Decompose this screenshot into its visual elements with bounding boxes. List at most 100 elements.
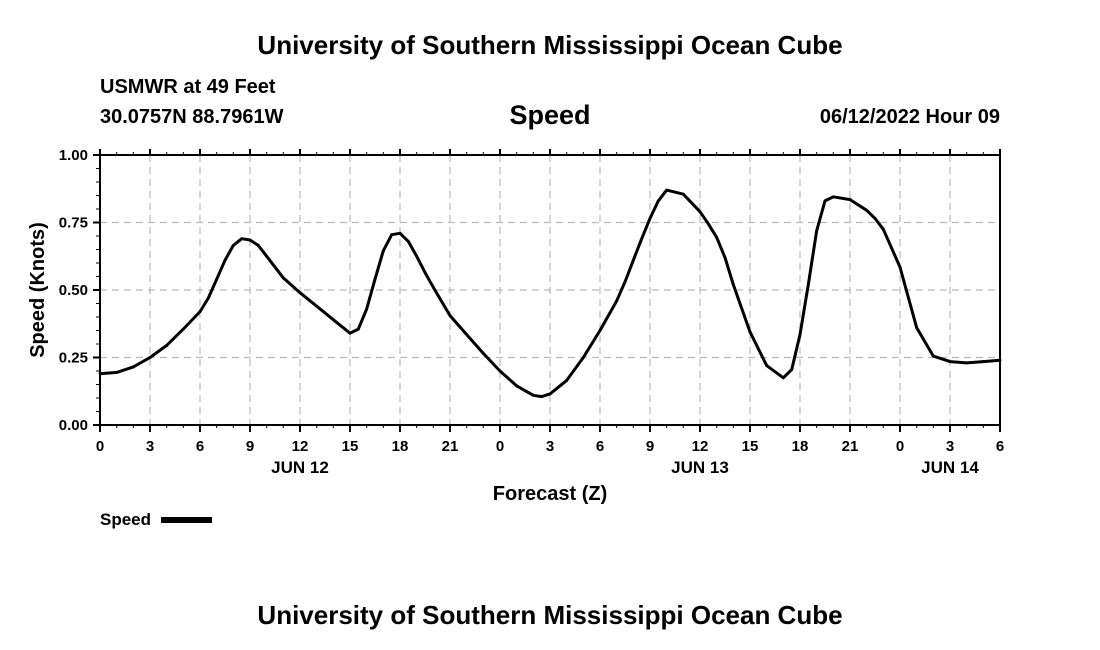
speed-data-point	[806, 283, 810, 286]
y-tick-label: 0.75	[59, 215, 88, 232]
speed-data-point	[790, 368, 794, 372]
speed-data-point	[781, 376, 785, 380]
axis-ticks	[93, 149, 1001, 432]
x-axis-label: Forecast (Z)	[493, 483, 607, 505]
speed-data-point	[398, 231, 402, 235]
station-coordinates: 30.0757N 88.7961W	[100, 106, 284, 128]
legend-label: Speed	[100, 510, 151, 529]
speed-data-point	[706, 222, 710, 226]
speed-data-point	[981, 360, 985, 363]
speed-data-point	[240, 237, 244, 241]
x-tick-label: 0	[96, 438, 104, 455]
speed-data-point	[223, 258, 227, 262]
speed-data-point	[515, 384, 519, 388]
speed-data-point	[365, 307, 369, 311]
speed-data-point	[273, 265, 277, 269]
speed-data-point	[948, 360, 952, 363]
speed-data-point	[215, 277, 219, 281]
speed-data-point	[831, 195, 835, 199]
y-tick-label: 0.00	[59, 417, 88, 434]
speed-data-point	[540, 395, 544, 399]
speed-data-point	[298, 291, 302, 295]
x-tick-label: 18	[392, 438, 409, 455]
main-title: University of Southern Mississippi Ocean…	[257, 30, 843, 60]
date-labels: JUN 12 JUN 13 JUN 14	[271, 458, 979, 477]
speed-data-point	[715, 235, 719, 239]
speed-data-point	[348, 331, 352, 335]
speed-data-point	[881, 227, 885, 231]
speed-data-point	[848, 198, 852, 201]
speed-data-point	[915, 326, 919, 330]
x-tick-label: 18	[792, 438, 809, 455]
speed-data-point	[815, 229, 819, 233]
speed-data-point	[865, 208, 869, 212]
y-tick-labels: 0.00 0.25 0.50 0.75 1.00	[59, 147, 88, 434]
speed-data-point	[873, 217, 877, 220]
speed-data-point	[248, 238, 252, 242]
speed-data-point	[448, 314, 452, 318]
speed-data-point	[623, 280, 627, 284]
x-tick-label: 6	[996, 438, 1004, 455]
date-label: JUN 13	[671, 458, 729, 477]
speed-data-point	[423, 271, 427, 274]
speed-data-point	[723, 256, 727, 259]
speed-data-point	[698, 210, 702, 214]
speed-data-point	[206, 296, 210, 300]
speed-data-point	[531, 393, 535, 397]
x-tick-label: 9	[646, 438, 654, 455]
x-tick-label: 0	[496, 438, 504, 455]
speed-data-point	[615, 299, 619, 303]
speed-data-point	[481, 352, 485, 355]
grid-lines	[100, 154, 1000, 425]
speed-data-point	[665, 188, 669, 192]
speed-data-point	[115, 370, 119, 374]
speed-data-point	[415, 254, 419, 258]
station-label: USMWR at 49 Feet	[100, 76, 276, 98]
speed-data-point	[798, 333, 802, 336]
x-tick-label: 6	[596, 438, 604, 455]
y-axis-label: Speed (Knots)	[27, 222, 49, 358]
speed-data-point	[565, 379, 569, 382]
x-tick-labels: 0 3 6 9 12 15 18 21 0 3 6 9 12 15 18 21 0 3 6	[96, 438, 1004, 455]
x-tick-label: 12	[692, 438, 709, 455]
speed-data-point	[315, 304, 319, 308]
x-tick-label: 0	[896, 438, 904, 455]
speed-data-point	[731, 283, 735, 286]
speed-data-point	[98, 372, 102, 376]
speed-data-point	[965, 361, 969, 365]
y-tick-label: 1.00	[59, 147, 88, 164]
speed-data-point	[231, 244, 235, 247]
speed-data-point	[581, 356, 585, 359]
speed-data-point	[131, 365, 135, 369]
speed-data-point	[931, 354, 935, 358]
forecast-datetime: 06/12/2022 Hour 09	[819, 106, 1000, 128]
speed-data-point	[390, 233, 394, 237]
y-tick-label: 0.50	[59, 282, 88, 299]
x-tick-label: 9	[246, 438, 254, 455]
speed-data-point	[598, 329, 602, 332]
speed-data-points	[98, 188, 1002, 399]
speed-data-point	[748, 330, 752, 334]
x-tick-label: 21	[442, 438, 459, 455]
speed-data-point	[148, 356, 152, 359]
x-tick-label: 6	[196, 438, 204, 455]
x-tick-label: 3	[546, 438, 554, 455]
x-tick-label: 12	[292, 438, 309, 455]
speed-data-point	[631, 258, 635, 262]
speed-data-point	[498, 369, 502, 373]
speed-data-point	[765, 364, 769, 367]
speed-data-point	[256, 244, 260, 247]
y-tick-label: 0.25	[59, 350, 88, 367]
speed-data-point	[823, 199, 827, 203]
speed-data-point	[648, 217, 652, 220]
speed-data-point	[406, 240, 410, 243]
speed-data-point	[331, 318, 335, 322]
footer-title: University of Southern Mississippi Ocean…	[257, 600, 843, 630]
speed-data-point	[998, 358, 1002, 362]
speed-data-point	[640, 237, 644, 241]
x-tick-label: 21	[842, 438, 859, 455]
speed-data-point	[165, 343, 169, 347]
speed-data-point	[265, 254, 269, 258]
speed-data-point	[548, 392, 552, 396]
